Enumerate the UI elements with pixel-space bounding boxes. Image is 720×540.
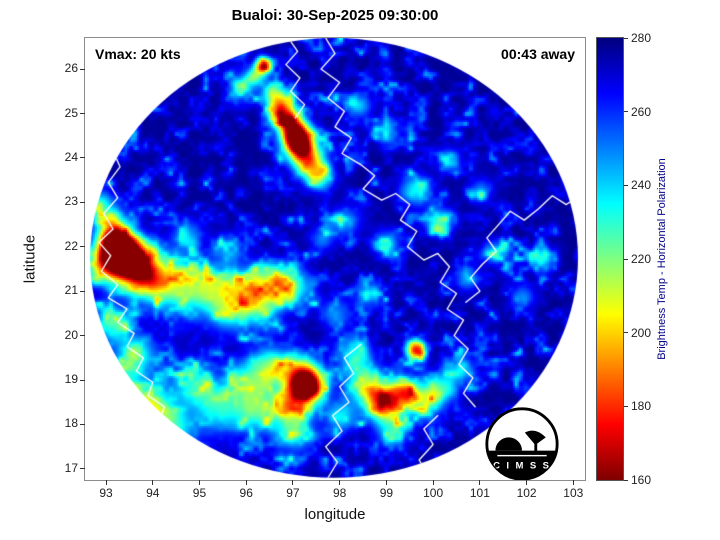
logo-dish-icon <box>524 430 546 445</box>
y-tick-label: 25 <box>64 105 78 120</box>
colorbar-tick-mark <box>624 258 628 260</box>
colorbar-tick-mark <box>624 479 628 481</box>
x-tick-label: 98 <box>332 486 347 500</box>
colorbar-tick-label: 180 <box>631 399 652 414</box>
x-tick-label: 103 <box>563 486 584 500</box>
colorbar-tick-mark <box>624 111 628 113</box>
time-away-label: 00:43 away <box>501 46 575 62</box>
x-tick-mark <box>105 480 107 485</box>
y-tick-label: 18 <box>64 416 78 431</box>
x-tick-mark <box>245 480 247 485</box>
x-tick-label: 97 <box>286 486 300 500</box>
y-tick-label: 26 <box>64 61 78 76</box>
x-tick-mark <box>526 480 528 485</box>
x-tick-label: 99 <box>379 486 394 500</box>
plot-title: Bualoi: 30-Sep-2025 09:30:00 <box>231 7 439 24</box>
y-tick-label: 24 <box>64 149 78 164</box>
x-tick-mark <box>292 480 294 485</box>
x-tick-label: 95 <box>192 486 207 500</box>
x-tick-label: 100 <box>423 486 444 500</box>
y-tick-label: 22 <box>64 238 78 253</box>
x-tick-mark <box>385 480 387 485</box>
logo-tower-icon <box>534 438 538 452</box>
colorbar-tick-label: 160 <box>631 473 652 487</box>
x-tick-label: 101 <box>469 486 490 500</box>
x-tick-mark <box>152 480 154 485</box>
y-axis-label: latitude <box>21 234 39 284</box>
x-tick-mark <box>198 480 200 485</box>
y-tick-label: 23 <box>64 194 78 209</box>
colorbar-label: Brightness Temp - Horizontal Polarizatio… <box>656 158 668 360</box>
cimss-logo-graphic: C I M S S <box>485 407 559 480</box>
colorbar-tick-label: 260 <box>631 104 652 119</box>
x-tick-mark <box>339 480 341 485</box>
y-tick-label: 20 <box>64 327 78 342</box>
cimss-logo: C I M S S <box>480 406 564 480</box>
x-tick-label: 94 <box>146 486 160 500</box>
logo-text: C I M S S <box>493 461 551 472</box>
x-tick-mark <box>572 480 574 485</box>
logo-radome-icon <box>495 437 522 451</box>
colorbar-tick-label: 280 <box>631 31 652 45</box>
colorbar-tick-mark <box>624 405 628 407</box>
x-tick-label: 102 <box>516 486 537 500</box>
satellite-heatmap-canvas <box>85 38 585 480</box>
vmax-label: Vmax: 20 kts <box>95 46 181 62</box>
x-tick-mark <box>479 480 481 485</box>
y-tick-label: 19 <box>64 372 78 387</box>
colorbar-tick-mark <box>624 37 628 39</box>
y-tick-label: 17 <box>64 460 78 475</box>
colorbar-tick-mark <box>624 332 628 334</box>
x-axis-label: longitude <box>304 506 366 523</box>
x-tick-label: 93 <box>99 486 113 500</box>
plot-area: Vmax: 20 kts 00:43 away C I M S S <box>85 38 585 480</box>
x-tick-label: 96 <box>239 486 253 500</box>
x-tick-mark <box>432 480 434 485</box>
colorbar-tick-mark <box>624 184 628 186</box>
y-tick-label: 21 <box>64 283 78 298</box>
logo-divider <box>497 454 547 457</box>
colorbar <box>597 38 623 480</box>
